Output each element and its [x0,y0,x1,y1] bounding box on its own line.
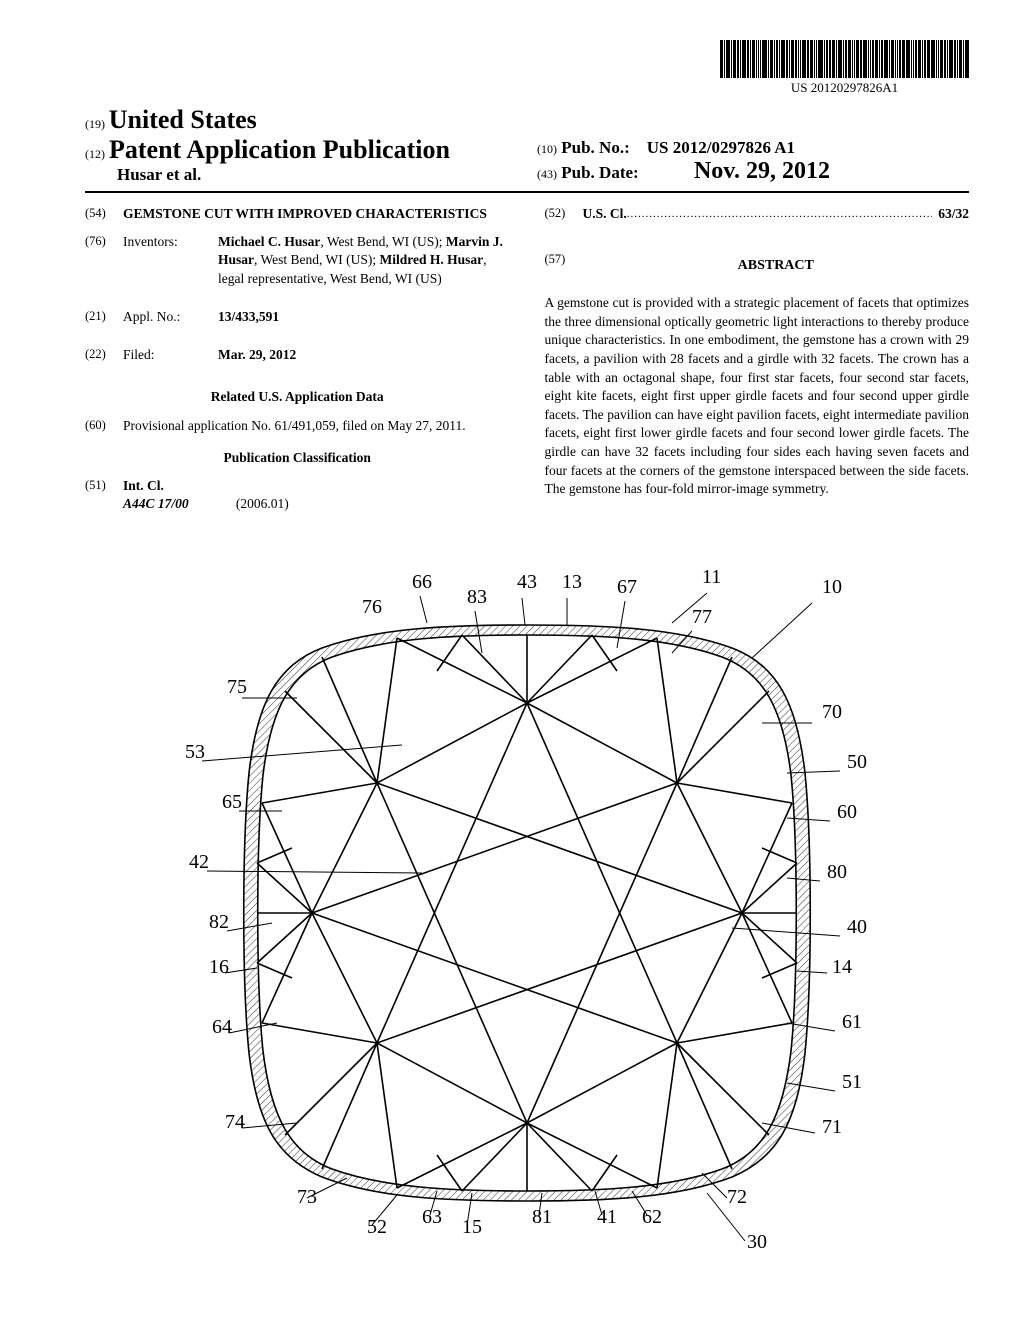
figure-label-53: 53 [185,741,205,763]
intcl-tag: (51) [85,477,123,513]
invention-title: GEMSTONE CUT WITH IMPROVED CHARACTERISTI… [123,205,510,223]
figure-label-74: 74 [225,1111,245,1133]
body-columns: (54) GEMSTONE CUT WITH IMPROVED CHARACTE… [85,205,969,523]
pub-no-value: US 2012/0297826 A1 [647,138,795,157]
barcode-stripes [720,40,969,78]
figure-label-14: 14 [832,956,852,978]
author-line: Husar et al. [85,165,517,185]
pub-type: Patent Application Publication [109,135,450,164]
figure-label-63: 63 [422,1206,442,1228]
pub-no-tag: (10) [537,142,557,156]
figure-label-42: 42 [189,851,209,873]
figure-label-83: 83 [467,586,487,608]
title-tag: (54) [85,205,123,223]
figure-label-81: 81 [532,1206,552,1228]
figure-label-60: 60 [837,801,857,823]
appl-label: Appl. No.: [123,308,218,326]
figure-label-51: 51 [842,1071,862,1093]
figure-label-50: 50 [847,751,867,773]
uscl-dots [627,205,932,223]
filed-label: Filed: [123,346,218,364]
filed-tag: (22) [85,346,123,374]
inventors-value: Michael C. Husar, West Bend, WI (US); Ma… [218,233,510,288]
figure-label-10: 10 [822,576,842,598]
leader-line [202,745,402,761]
intcl-year: (2006.01) [236,496,289,511]
leader-line [522,598,525,625]
uscl-tag: (52) [545,205,583,223]
leader-line [732,928,840,936]
intcl-label: Int. Cl. [123,477,510,495]
figure-label-70: 70 [822,701,842,723]
figure-label-52: 52 [367,1216,387,1238]
figure-label-64: 64 [212,1016,232,1038]
inventors-label: Inventors: [123,233,218,288]
header-rule [85,191,969,193]
figure-label-61: 61 [842,1011,862,1033]
abstract-text: A gemstone cut is provided with a strate… [545,294,970,499]
figure-label-11: 11 [702,566,721,588]
figure-label-15: 15 [462,1216,482,1238]
filed-value: Mar. 29, 2012 [218,346,510,364]
abstract-heading: ABSTRACT [583,257,970,276]
gemstone-figure: 66 76 83 43 13 67 11 77 10 75 70 53 50 65 60 42 80 82 40 16… [147,553,907,1253]
left-column: (54) GEMSTONE CUT WITH IMPROVED CHARACTE… [85,205,510,523]
uscl-label: U.S. Cl. [583,205,627,223]
header-block: (19) United States (12) Patent Applicati… [85,105,969,185]
figure-label-75: 75 [227,676,247,698]
pub-date-label: Pub. Date: [561,163,638,182]
figure-label-41: 41 [597,1206,617,1228]
provisional-tag: (60) [85,417,123,435]
intcl-code: A44C 17/00 [123,496,189,511]
figure-label-16: 16 [209,956,229,978]
figure-label-62: 62 [642,1206,662,1228]
leader-line [207,871,422,873]
figure-label-67: 67 [617,576,637,598]
leader-line [752,603,812,658]
leader-line [420,596,427,623]
appl-tag: (21) [85,308,123,336]
figure-label-66: 66 [412,571,432,593]
leader-line [617,601,625,648]
uscl-value: 63/32 [932,205,969,223]
provisional-text: Provisional application No. 61/491,059, … [123,417,510,435]
pub-type-tag: (12) [85,147,105,161]
figure-area: 66 76 83 43 13 67 11 77 10 75 70 53 50 65 60 42 80 82 40 16… [85,553,969,1258]
barcode-region: US 20120297826A1 [85,40,969,97]
figure-label-80: 80 [827,861,847,883]
inventors-tag: (76) [85,233,123,298]
country-tag: (19) [85,117,105,131]
pub-date-tag: (43) [537,167,557,181]
figure-label-40: 40 [847,916,867,938]
appl-value: 13/433,591 [218,308,510,326]
figure-label-77: 77 [692,606,712,628]
pub-no-label: Pub. No.: [561,138,629,157]
country-name: United States [109,105,257,134]
figure-label-72: 72 [727,1186,747,1208]
figure-label-30: 30 [747,1231,767,1253]
figure-label-43: 43 [517,571,537,593]
abstract-tag: (57) [545,251,583,284]
figure-label-73: 73 [297,1186,317,1208]
figure-label-71: 71 [822,1116,842,1138]
related-heading: Related U.S. Application Data [85,388,510,406]
figure-label-76: 76 [362,596,382,618]
classification-heading: Publication Classification [85,449,510,467]
right-column: (52) U.S. Cl. 63/32 (57) ABSTRACT A gems… [545,205,970,523]
pub-date-value: Nov. 29, 2012 [694,158,830,184]
figure-label-65: 65 [222,791,242,813]
figure-label-82: 82 [209,911,229,933]
barcode-text: US 20120297826A1 [720,80,969,96]
figure-label-13: 13 [562,571,582,593]
